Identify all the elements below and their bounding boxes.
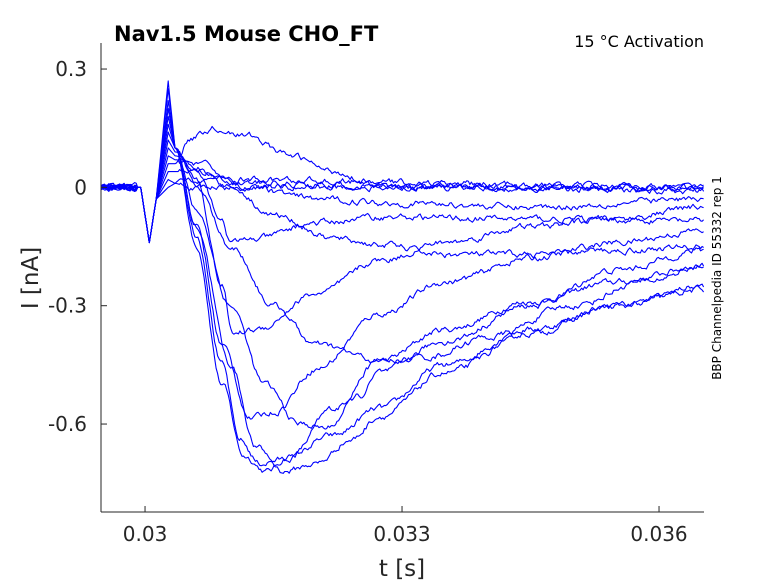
x-tick-label: 0.03 xyxy=(123,522,168,546)
current-trace-trace-6 xyxy=(100,123,705,364)
y-tick-label: -0.6 xyxy=(48,412,87,436)
current-trace-trace-7 xyxy=(101,131,704,335)
x-ticks: 0.03 0.033 0.036 xyxy=(123,506,688,546)
current-trace-trace-4 xyxy=(100,107,704,420)
current-trace-trace-10 xyxy=(100,155,704,244)
y-tick-label: 0 xyxy=(74,175,87,199)
y-tick-label: 0.3 xyxy=(55,57,87,81)
current-trace-trace-14 xyxy=(100,175,704,244)
current-trace-trace-8 xyxy=(100,139,704,259)
current-trace-trace-9 xyxy=(100,147,705,244)
traces xyxy=(100,80,705,474)
current-trace-trace-1 xyxy=(100,80,704,473)
y-tick-label: -0.3 xyxy=(48,294,87,318)
y-axis-label: I [nA] xyxy=(18,247,44,309)
current-trace-trace-13 xyxy=(100,178,704,244)
source-label: BBP Channelpedia ID 55332 rep 1 xyxy=(710,176,724,380)
current-trace-trace-5 xyxy=(101,115,704,430)
chart-title: Nav1.5 Mouse CHO_FT xyxy=(114,22,379,46)
x-axis-label: t [s] xyxy=(379,556,425,582)
x-tick-label: 0.033 xyxy=(373,522,430,546)
x-tick-label: 0.036 xyxy=(630,522,687,546)
current-trace-trace-2 xyxy=(101,88,705,467)
current-trace-trace-3 xyxy=(101,100,705,474)
chart-subtitle: 15 °C Activation xyxy=(574,32,704,51)
y-ticks: 0.3 0 -0.3 -0.6 xyxy=(48,57,107,436)
